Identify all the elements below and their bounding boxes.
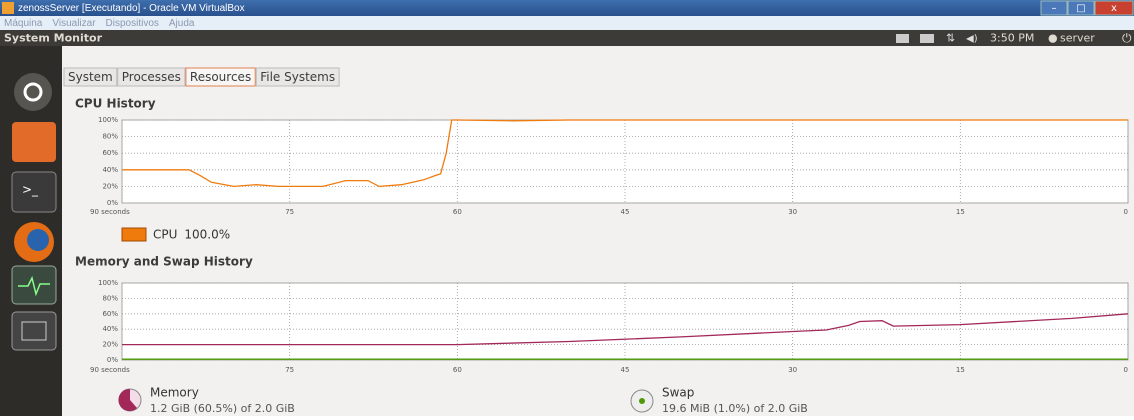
sound-icon[interactable]: ◀) xyxy=(966,34,978,45)
tab-label[interactable]: Processes xyxy=(122,70,181,84)
launcher-dash[interactable] xyxy=(14,73,52,111)
user-name[interactable]: server xyxy=(1060,32,1095,45)
x-tick-label: 15 xyxy=(956,208,965,216)
tab-label[interactable]: File Systems xyxy=(260,70,335,84)
top-panel xyxy=(0,30,1134,46)
menu-item[interactable]: Ajuda xyxy=(169,18,195,29)
app-icon xyxy=(2,2,14,14)
power-icon[interactable]: ⏻ xyxy=(1122,31,1132,45)
maximize-glyph: □ xyxy=(1076,3,1085,14)
window-title: zenossServer [Executando] - Oracle VM Vi… xyxy=(18,3,245,14)
y-tick-label: 0% xyxy=(107,199,118,207)
y-tick-label: 100% xyxy=(98,116,118,124)
tab-bar: System Processes Resources File Systems xyxy=(64,68,339,86)
legend-name: Memory xyxy=(150,386,199,400)
y-tick-label: 20% xyxy=(102,182,118,190)
y-tick-label: 40% xyxy=(102,166,118,174)
page: zenossServer [Executando] - Oracle VM Vi… xyxy=(0,0,1134,416)
menu-item[interactable]: Máquina xyxy=(4,18,43,29)
close-glyph: x xyxy=(1111,3,1117,14)
battery-icon[interactable] xyxy=(920,34,934,43)
y-tick-label: 60% xyxy=(102,149,118,157)
x-tick-label: 30 xyxy=(788,208,797,216)
section-title: Memory and Swap History xyxy=(75,255,253,269)
y-tick-label: 60% xyxy=(102,310,118,318)
x-tick-label: 0 xyxy=(1124,208,1128,216)
section-title: CPU History xyxy=(75,97,156,111)
user-icon[interactable]: ● xyxy=(1048,32,1058,45)
x-tick-label: 45 xyxy=(621,208,630,216)
y-tick-label: 80% xyxy=(102,294,118,302)
x-tick-label: 60 xyxy=(453,208,462,216)
legend-name: CPU xyxy=(153,228,177,242)
x-tick-label: 0 xyxy=(1124,366,1128,374)
x-tick-label: 45 xyxy=(621,366,630,374)
x-tick-label: 90 seconds xyxy=(90,208,130,216)
menu-item[interactable]: Dispositivos xyxy=(106,18,159,29)
x-tick-label: 60 xyxy=(453,366,462,374)
legend-swatch xyxy=(122,228,146,241)
menu-item[interactable]: Visualizar xyxy=(52,18,96,29)
terminal-glyph: >_ xyxy=(22,183,39,197)
x-tick-label: 90 seconds xyxy=(90,366,130,374)
x-tick-label: 75 xyxy=(285,366,294,374)
clock[interactable]: 3:50 PM xyxy=(990,32,1034,45)
x-tick-label: 75 xyxy=(285,208,294,216)
network-icon[interactable]: ⇅ xyxy=(946,32,955,45)
launcher-files[interactable] xyxy=(12,122,56,162)
y-tick-label: 0% xyxy=(107,356,118,364)
minimize-glyph: – xyxy=(1052,3,1057,14)
tab-label[interactable]: Resources xyxy=(190,70,251,84)
legend-icon-dot xyxy=(639,398,645,404)
x-tick-label: 30 xyxy=(788,366,797,374)
plot-area xyxy=(122,283,1128,360)
legend-value: 100.0% xyxy=(184,228,230,242)
firefox-globe xyxy=(27,229,49,251)
legend-name: Swap xyxy=(662,386,694,400)
screen: zenossServer [Executando] - Oracle VM Vi… xyxy=(0,0,1134,416)
y-tick-label: 40% xyxy=(102,325,118,333)
y-tick-label: 20% xyxy=(102,341,118,349)
y-tick-label: 100% xyxy=(98,279,118,287)
legend-value: 19.6 MiB (1.0%) of 2.0 GiB xyxy=(662,402,808,415)
x-tick-label: 15 xyxy=(956,366,965,374)
mail-icon[interactable] xyxy=(896,34,909,43)
panel-app-name: System Monitor xyxy=(4,32,103,45)
y-tick-label: 80% xyxy=(102,133,118,141)
legend-value: 1.2 GiB (60.5%) of 2.0 GiB xyxy=(150,402,295,415)
tab-label[interactable]: System xyxy=(68,70,113,84)
launcher-workspaces[interactable] xyxy=(12,312,56,350)
